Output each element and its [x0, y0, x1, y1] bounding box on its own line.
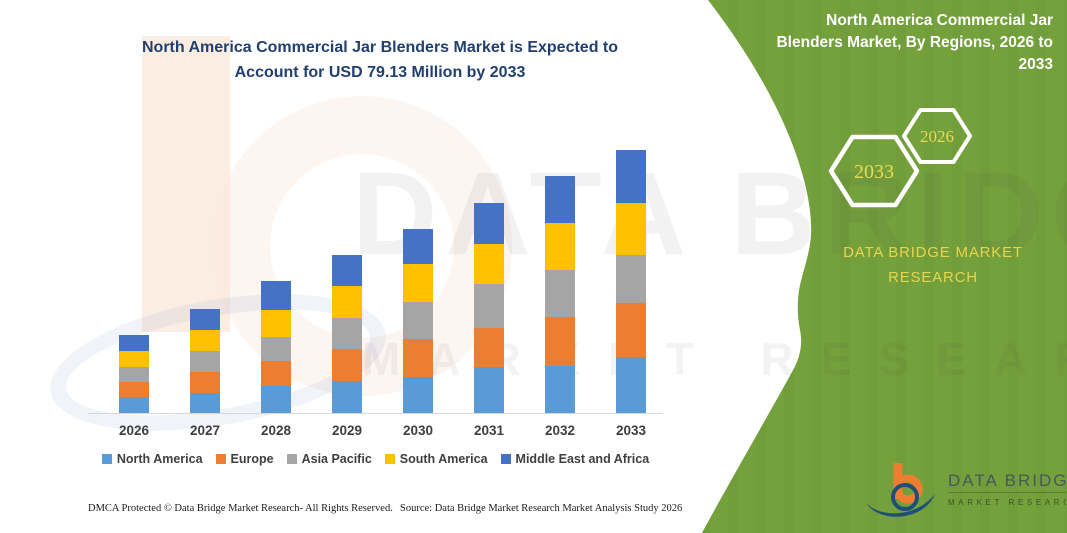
legend-item: Middle East and Africa — [500, 452, 650, 466]
legend-item: North America — [101, 452, 203, 466]
brand-text-line2: RESEARCH — [888, 268, 978, 286]
legend-swatch — [215, 454, 226, 464]
panel-title-line3: 2033 — [1018, 56, 1053, 73]
brand-text: DATA BRIDGE MARKET RESEARCH — [800, 241, 1066, 291]
footer-dmca-text: DMCA Protected © Data Bridge Market Rese… — [88, 503, 393, 514]
hexagon-2026 — [902, 108, 972, 164]
legend-item: Europe — [215, 452, 274, 466]
legend-label: Europe — [230, 452, 274, 466]
panel-title-line1: North America Commercial Jar — [826, 12, 1053, 29]
panel-title: North America Commercial Jar Blenders Ma… — [723, 10, 1053, 76]
footer: DMCA Protected © Data Bridge Market Rese… — [88, 503, 688, 514]
legend-item: Asia Pacific — [286, 452, 372, 466]
year-hexagons: 2026 2033 — [828, 108, 972, 208]
hexagon-2033 — [828, 134, 920, 208]
legend-swatch — [101, 454, 112, 464]
chart-title: North America Commercial Jar Blenders Ma… — [92, 36, 668, 86]
logo-subtitle-text: MARKET RESEARCH — [948, 498, 1066, 507]
legend-swatch — [286, 454, 297, 464]
logo-b-bowl-blue — [891, 483, 919, 511]
legend-swatch — [384, 454, 395, 464]
chart-legend: North America Europe Asia Pacific South Ame… — [88, 452, 663, 466]
hexagon-2033-label: 2033 — [854, 161, 894, 183]
legend-swatch — [500, 454, 511, 464]
footer-source-text: Source: Data Bridge Market Research Mark… — [400, 503, 683, 514]
logo-name-text: DATA BRIDGE — [948, 471, 1066, 490]
hexagon-2026-label: 2026 — [920, 127, 954, 146]
chart-title-line2: Account for USD 79.13 Million by 2033 — [234, 63, 526, 81]
logo-swoosh — [866, 494, 935, 517]
legend-item: South America — [384, 452, 488, 466]
panel-title-line2: Blenders Market, By Regions, 2026 to — [776, 34, 1053, 51]
brand-text-line1: DATA BRIDGE MARKET — [843, 244, 1023, 261]
legend-label: North America — [116, 452, 203, 466]
legend-label: Middle East and Africa — [515, 452, 650, 466]
data-bridge-logo: DATA BRIDGE MARKET RESEARCH — [866, 463, 1066, 517]
x-axis-line — [88, 413, 663, 414]
legend-label: South America — [399, 452, 488, 466]
chart-title-line1: North America Commercial Jar Blenders Ma… — [141, 39, 619, 56]
logo-divider — [948, 492, 1066, 493]
legend-label: Asia Pacific — [301, 452, 372, 466]
